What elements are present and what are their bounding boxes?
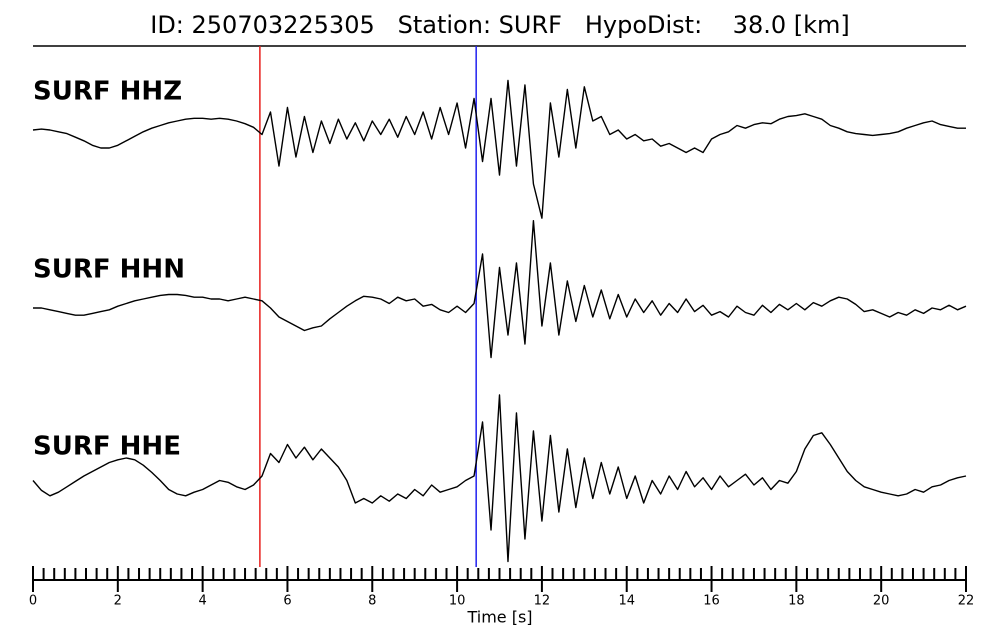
waveform [33, 220, 967, 359]
trace-name: SURF HHN [33, 255, 185, 285]
x-tick-label: 22 [958, 594, 975, 609]
x-tick-label: 20 [873, 594, 890, 609]
waveform [32, 79, 966, 219]
x-tick-label: 4 [198, 594, 206, 609]
chart-title: ID: 250703225305 Station: SURF HypoDist:… [150, 11, 850, 39]
trace-name: SURF HHZ [33, 77, 182, 107]
waveform [32, 394, 967, 563]
x-tick-label: 10 [449, 594, 466, 609]
trace-name: SURF HHE [33, 432, 181, 462]
x-tick-label: 12 [534, 594, 551, 609]
x-tick-label: 2 [114, 594, 122, 609]
x-tick-label: 6 [283, 594, 291, 609]
x-tick-label: 0 [29, 594, 37, 609]
x-tick-label: 8 [368, 594, 376, 609]
x-tick-label: 14 [618, 594, 635, 609]
x-axis-label: Time [s] [466, 608, 532, 627]
x-tick-label: 18 [788, 594, 805, 609]
x-tick-label: 16 [703, 594, 720, 609]
